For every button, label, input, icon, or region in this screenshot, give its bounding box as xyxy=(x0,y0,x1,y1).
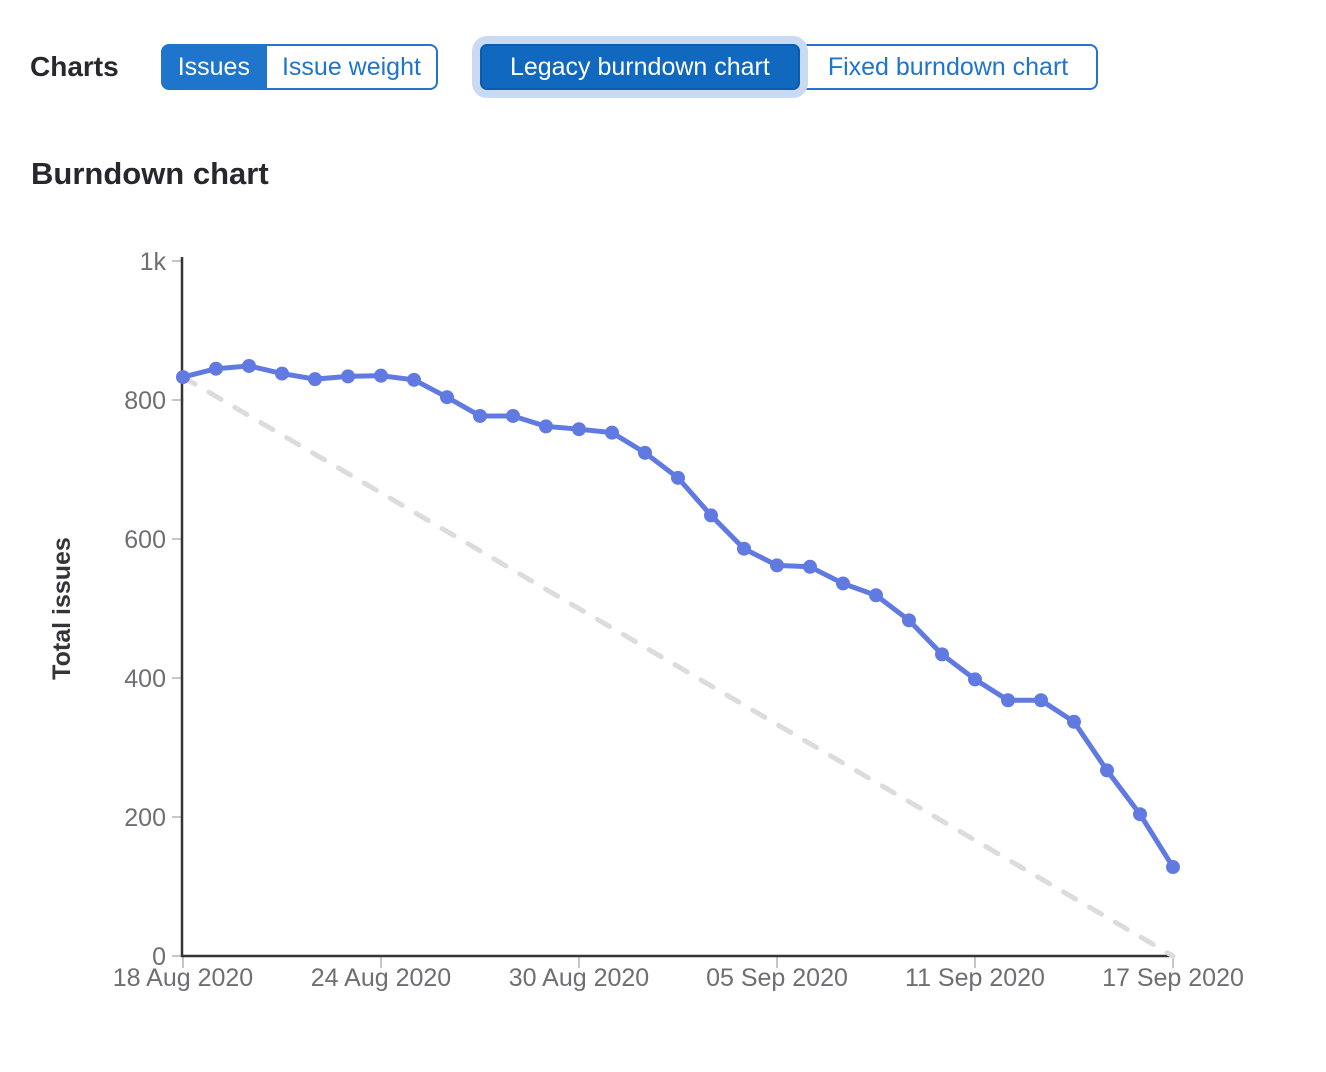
data-point[interactable] xyxy=(770,558,784,573)
data-point[interactable] xyxy=(473,408,487,423)
data-point[interactable] xyxy=(737,541,751,556)
data-point[interactable] xyxy=(803,559,817,574)
data-point[interactable] xyxy=(935,647,949,662)
data-point[interactable] xyxy=(605,425,619,440)
page-title: Burndown chart xyxy=(31,156,269,191)
y-tick-label: 0 xyxy=(152,943,166,971)
legacy-burndown-chart-button[interactable]: Legacy burndown chart xyxy=(479,44,800,90)
issues-button[interactable]: Issues xyxy=(160,44,267,90)
x-tick-label: 05 Sep 2020 xyxy=(706,964,848,992)
data-point[interactable] xyxy=(539,419,553,434)
x-tick-label: 24 Aug 2020 xyxy=(311,964,451,992)
data-point[interactable] xyxy=(902,613,916,628)
x-tick-label: 30 Aug 2020 xyxy=(509,964,649,992)
burndown-line xyxy=(180,363,1176,870)
data-point[interactable] xyxy=(572,422,586,437)
data-point[interactable] xyxy=(1034,693,1048,708)
data-point[interactable] xyxy=(440,390,454,405)
data-point[interactable] xyxy=(209,361,223,376)
data-point[interactable] xyxy=(275,366,289,381)
data-point[interactable] xyxy=(341,369,355,384)
charts-toolbar: Charts Issues Issue weight Legacy burndo… xyxy=(30,44,1326,90)
chart-scope-toggle: Issues Issue weight xyxy=(160,44,438,90)
data-point[interactable] xyxy=(506,408,520,423)
burndown-version-toggle: Legacy burndown chart Fixed burndown cha… xyxy=(479,44,1099,90)
data-point[interactable] xyxy=(1067,714,1081,729)
data-point[interactable] xyxy=(968,672,982,687)
x-tick-label: 17 Sep 2020 xyxy=(1102,964,1244,992)
y-axis-label: Total issues xyxy=(48,537,76,680)
y-tick-label: 800 xyxy=(124,387,166,415)
y-tick-label: 200 xyxy=(124,804,166,832)
data-point[interactable] xyxy=(374,368,388,383)
data-point[interactable] xyxy=(242,358,256,373)
data-point[interactable] xyxy=(704,508,718,523)
y-tick-label: 1k xyxy=(140,248,167,276)
data-point[interactable] xyxy=(308,372,322,387)
data-point[interactable] xyxy=(638,445,652,460)
data-point[interactable] xyxy=(869,588,883,603)
y-tick-label: 600 xyxy=(124,526,166,554)
issue-weight-button[interactable]: Issue weight xyxy=(264,44,438,90)
y-tick-label: 400 xyxy=(124,665,166,693)
ideal-guideline xyxy=(180,374,1176,959)
burndown-chart: 0 200 400 600 800 1k 18 Aug 2020 24 Aug 2020 30 … xyxy=(48,248,1244,992)
data-point[interactable] xyxy=(1133,807,1147,822)
data-point[interactable] xyxy=(1001,693,1015,708)
x-tick-label: 11 Sep 2020 xyxy=(905,964,1045,992)
data-point[interactable] xyxy=(836,576,850,591)
charts-label: Charts xyxy=(30,51,119,82)
x-tick-label: 18 Aug 2020 xyxy=(113,964,253,992)
data-point[interactable] xyxy=(176,370,190,385)
data-point[interactable] xyxy=(1166,860,1180,875)
data-point[interactable] xyxy=(671,470,685,485)
data-point[interactable] xyxy=(407,372,421,387)
fixed-burndown-chart-button[interactable]: Fixed burndown chart xyxy=(797,44,1099,90)
data-point[interactable] xyxy=(1100,763,1114,778)
